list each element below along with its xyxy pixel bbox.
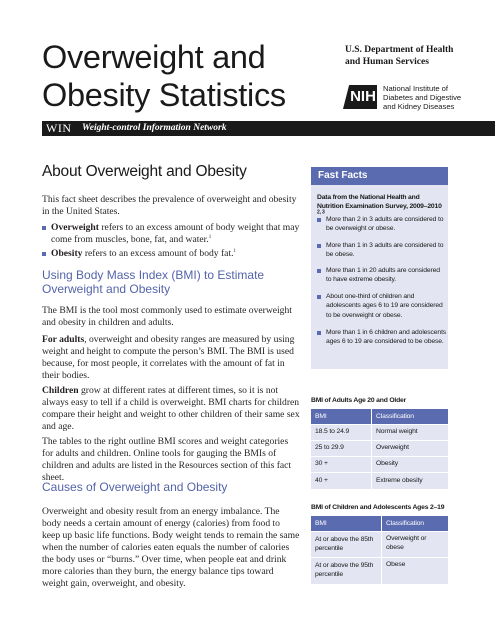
bmi-children-term: Children [42,385,79,396]
bmi-children-text: grow at different rates at different tim… [42,385,300,432]
bmi-paragraph-4: The tables to the right outline BMI scor… [42,436,292,483]
table-cell: 25 to 29.9 [311,440,372,457]
department-line-2: and Human Services [345,57,429,67]
table-header-row: BMI Classification [311,409,448,425]
bullet-text: refers to an excess amount of body fat. [82,248,234,259]
win-banner [42,121,495,136]
department-name: U.S. Department of Health and Human Serv… [345,44,485,68]
win-subtitle: Weight-control Information Network [82,123,227,133]
section-heading-about: About Overweight and Obesity [42,163,247,180]
table-cell: Obese [381,557,448,584]
adult-bmi-table: BMI Classification 18.5 to 24.9 Normal w… [311,409,448,489]
nih-logo-text: NIH [350,88,376,105]
bullet-term: Overweight [51,222,99,233]
table-row: At or above the 95th percentile Obese [311,557,448,584]
table-cell: 40 + [311,472,372,489]
table-header-row: BMI Classification [311,516,448,532]
column-header-bmi: BMI [311,409,372,425]
fast-facts-panel [311,185,448,369]
bullet-overweight: Overweight refers to an excess amount of… [42,222,304,246]
bullet-obesity: Obesity refers to an excess amount of bo… [42,248,304,260]
section-heading-bmi: Using Body Mass Index (BMI) to Estimate … [42,268,265,296]
fast-fact-item: More than 1 in 3 adults are considered t… [317,241,447,260]
page-title: Overweight and Obesity Statistics [42,38,312,114]
intro-paragraph: This fact sheet describes the prevalence… [42,194,297,217]
table-row: At or above the 85th percentile Overweig… [311,531,448,558]
bmi-paragraph-1: The BMI is the tool most commonly used t… [42,305,292,328]
child-table-caption: BMI of Children and Adolescents Ages 2–1… [311,504,445,511]
table-cell: Overweight or obese [381,531,448,558]
department-line-1: U.S. Department of Health [345,45,454,55]
bmi-paragraph-3: Children grow at different rates at diff… [42,385,300,433]
fast-fact-item: More than 1 in 6 children and adolescent… [317,328,447,347]
fast-fact-item: More than 2 in 3 adults are considered t… [317,215,447,234]
bullet-text: refers to an excess amount of body weigh… [51,222,300,245]
institute-line-3: and Kidney Diseases [383,102,455,111]
table-cell: At or above the 85th percentile [311,531,382,558]
page-title-line-2: Obesity Statistics [42,77,286,113]
institute-line-1: National Institute of [383,84,449,93]
reference-mark: 2, 3 [317,209,325,216]
child-bmi-table: BMI Classification At or above the 85th … [311,516,448,584]
table-row: 30 + Obesity [311,456,448,473]
table-cell: Overweight [371,440,448,457]
bmi-adults-text: , overweight and obesity ranges are meas… [42,334,295,381]
table-row: 40 + Extreme obesity [311,472,448,489]
fast-facts-source: Data from the National Health and Nutrit… [317,193,445,220]
column-header-classification: Classification [371,409,448,425]
bmi-paragraph-2: For adults, overweight and obesity range… [42,334,300,382]
fast-fact-item: About one-third of children and adolesce… [317,292,447,320]
column-header-classification: Classification [381,516,448,532]
table-cell: Obesity [371,456,448,473]
nih-logo: NIH [343,85,377,109]
fast-fact-item: More than 1 in 20 adults are considered … [317,266,447,285]
fast-facts-source-text: Data from the National Health and Nutrit… [317,194,442,210]
table-row: 25 to 29.9 Overweight [311,440,448,457]
table-cell: 30 + [311,456,372,473]
section-heading-causes: Causes of Overweight and Obesity [42,480,228,494]
column-header-bmi: BMI [311,516,382,532]
bmi-adults-term: For adults [42,334,85,345]
table-row: 18.5 to 24.9 Normal weight [311,424,448,441]
adult-table-caption: BMI of Adults Age 20 and Older [311,397,407,404]
win-logo: WIN [46,121,72,135]
page-title-line-1: Overweight and [42,39,266,75]
table-cell: Normal weight [371,424,448,441]
bullet-term: Obesity [51,248,83,259]
institute-name: National Institute of Diabetes and Diges… [383,84,493,111]
reference-mark: 1 [208,234,212,240]
causes-paragraph: Overweight and obesity result from an en… [42,506,300,589]
reference-mark: 1 [233,248,237,254]
institute-line-2: Diabetes and Digestive [383,93,462,102]
table-cell: Extreme obesity [371,472,448,489]
table-cell: 18.5 to 24.9 [311,424,372,441]
table-cell: At or above the 95th percentile [311,557,382,584]
fast-facts-title: Fast Facts [311,167,448,185]
